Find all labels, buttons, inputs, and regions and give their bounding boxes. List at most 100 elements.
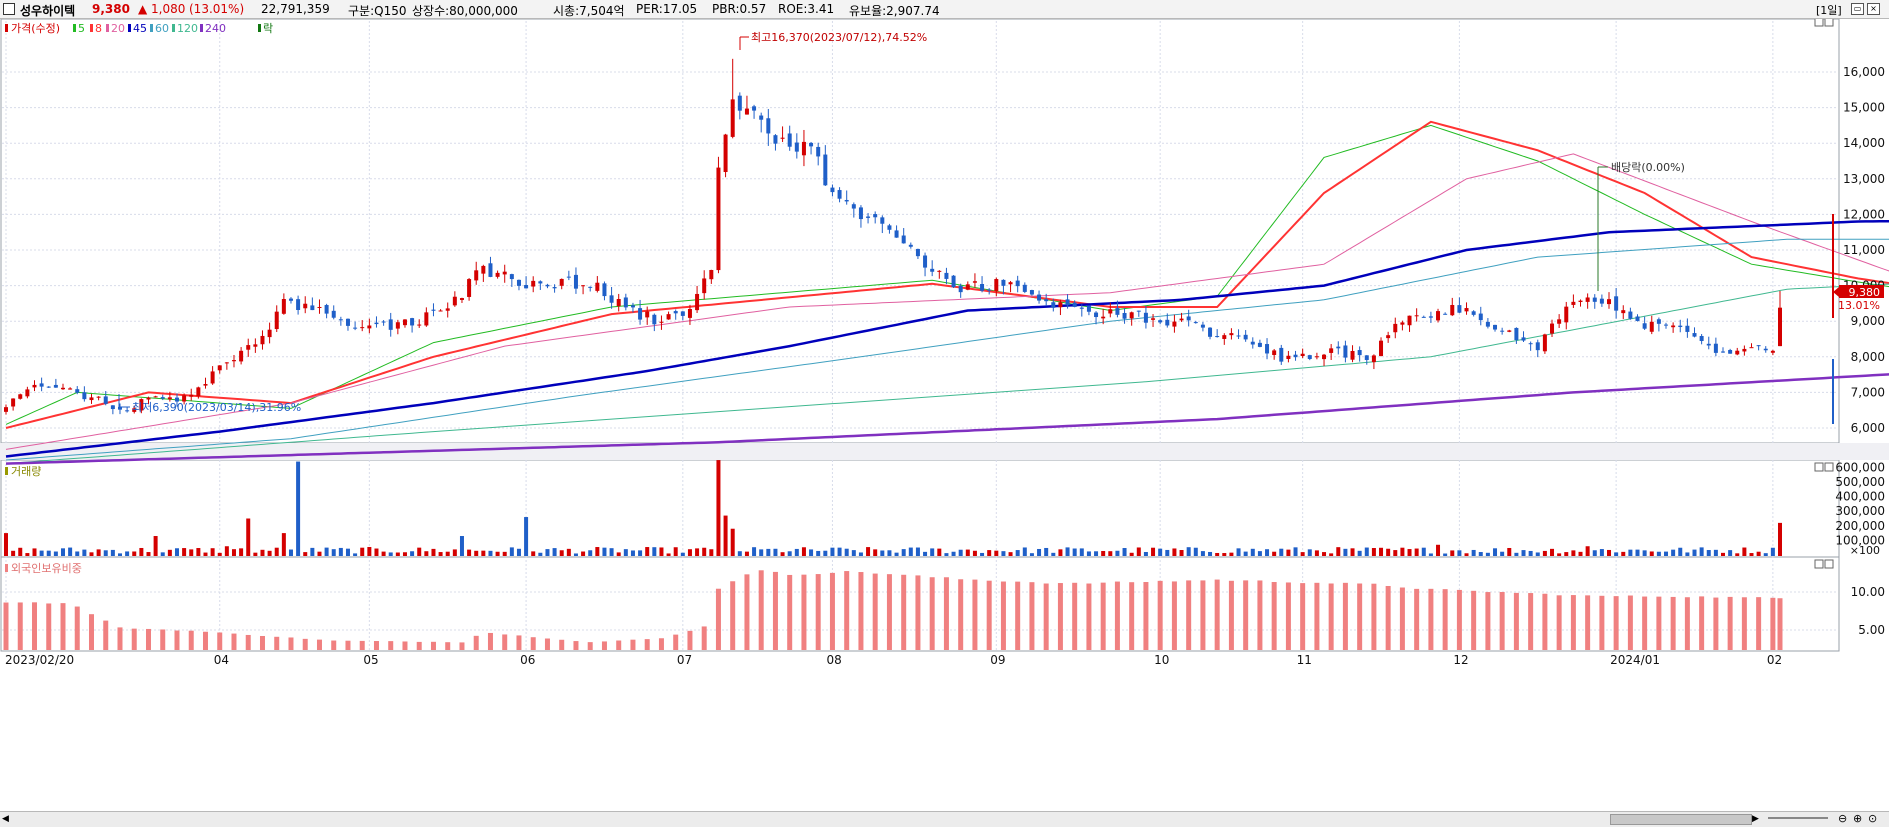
volume-bar xyxy=(1756,551,1761,556)
volume-panel-controls[interactable] xyxy=(1814,462,1834,472)
volume-bar xyxy=(1037,548,1042,556)
candle-body xyxy=(1443,313,1448,315)
volume-bar xyxy=(1158,548,1163,556)
foreign-bar xyxy=(1528,593,1534,650)
candle-body xyxy=(1051,302,1056,308)
candle-body xyxy=(410,318,415,326)
volume-bar xyxy=(1628,549,1633,556)
stock-name[interactable]: 성우하이텍 xyxy=(20,4,76,18)
volume-bar xyxy=(1222,553,1227,556)
select-checkbox[interactable] xyxy=(3,3,15,15)
price-panel-controls[interactable] xyxy=(1814,19,1834,27)
volume-bar xyxy=(1094,551,1099,556)
candle-body xyxy=(1151,318,1156,320)
candle-body xyxy=(1008,282,1013,285)
volume-bar xyxy=(524,517,529,556)
stock-chart[interactable]: 6,0007,0008,0009,00010,00011,00012,00013… xyxy=(0,19,1889,810)
candle-body xyxy=(395,322,400,329)
x-tick-label: 10 xyxy=(1154,653,1169,667)
volume-bar xyxy=(260,549,265,556)
line-ma60 xyxy=(5,238,1889,461)
candle-body xyxy=(1635,316,1640,321)
candle-body xyxy=(566,276,571,278)
foreign-bar xyxy=(445,642,451,650)
candle-body xyxy=(1692,333,1697,337)
candle-body xyxy=(1165,319,1170,326)
foreign-bar xyxy=(1570,595,1576,650)
volume-bar xyxy=(1250,548,1255,556)
price-legend: 가격(수정) 5 8 20 45 60 120 240 락 xyxy=(5,22,273,35)
foreign-bar xyxy=(373,641,379,650)
candle-body xyxy=(1592,297,1597,302)
volume-bar xyxy=(1350,548,1355,556)
zoom-reset-icon[interactable]: ⊙ xyxy=(1868,812,1878,825)
volume-bar xyxy=(39,550,44,556)
volume-bar xyxy=(1671,549,1676,556)
candle-body xyxy=(1607,299,1612,305)
volume-bar xyxy=(46,550,51,556)
candle-body xyxy=(110,405,115,410)
volume-bar xyxy=(951,551,956,556)
volume-bar xyxy=(1428,553,1433,556)
volume-bar xyxy=(666,553,671,556)
candle-body xyxy=(1628,311,1633,319)
zoom-slider[interactable] xyxy=(1768,817,1828,819)
volume-bar xyxy=(1607,549,1612,556)
foreign-bar xyxy=(1414,588,1420,650)
foreign-bar xyxy=(430,641,436,650)
zoom-in-icon[interactable]: ⊕ xyxy=(1853,812,1863,825)
candle-body xyxy=(1699,336,1704,342)
foreign-bar xyxy=(986,580,992,650)
candle-body xyxy=(1272,350,1277,355)
volume-bar xyxy=(851,550,856,556)
candle-body xyxy=(310,305,315,311)
price-change-pct: (13.01%) xyxy=(189,2,245,16)
volume-bar xyxy=(944,553,949,556)
candle-body xyxy=(402,319,407,326)
candle-body xyxy=(673,311,678,314)
volume-bar xyxy=(438,552,443,556)
candle-body xyxy=(1478,313,1483,321)
candle-body xyxy=(146,397,151,400)
foreign-bar xyxy=(1143,582,1149,650)
candle-body xyxy=(1079,307,1084,309)
volume-bar xyxy=(459,536,464,556)
candle-body xyxy=(1756,345,1761,347)
volume-bar xyxy=(1436,544,1441,556)
candle-body xyxy=(1685,325,1690,332)
candle-body xyxy=(82,392,87,400)
volume-bar xyxy=(1664,551,1669,556)
candle-body xyxy=(231,360,236,362)
volume-bar xyxy=(1379,547,1384,556)
foreign-bar xyxy=(1456,589,1462,650)
candle-body xyxy=(1471,311,1476,315)
period-button[interactable]: [1일] xyxy=(1816,4,1842,17)
candle-body xyxy=(1371,355,1376,363)
volume-bar xyxy=(82,549,87,556)
restore-icon[interactable]: ▭ xyxy=(1851,3,1864,15)
foreign-bar xyxy=(274,636,280,650)
zoom-out-icon[interactable]: ⊖ xyxy=(1838,812,1848,825)
line-ma120 xyxy=(5,283,1889,465)
candle-body xyxy=(303,303,308,309)
volume-bar xyxy=(844,548,849,556)
candle-body xyxy=(1236,335,1241,337)
scroll-left-icon[interactable]: ◀ xyxy=(2,814,9,824)
foreign-bar xyxy=(502,634,508,650)
candle-body xyxy=(901,235,906,244)
scroll-bar[interactable]: ◀ ▶ ⊖ ⊕ ⊙ xyxy=(0,811,1889,827)
foreign-panel-controls[interactable] xyxy=(1814,559,1834,569)
candle-body xyxy=(616,298,621,307)
candle-body xyxy=(1101,316,1106,319)
foreign-bar xyxy=(1713,597,1719,650)
x-tick-label: 04 xyxy=(214,653,229,667)
high-label: 최고16,370(2023/07/12),74.52% xyxy=(751,31,927,44)
legend-ma5: 5 xyxy=(78,22,85,35)
foreign-bar xyxy=(245,634,251,650)
close-icon[interactable]: × xyxy=(1867,3,1880,15)
scroll-right-icon[interactable]: ▶ xyxy=(1752,814,1759,824)
scroll-thumb[interactable] xyxy=(1610,814,1752,825)
volume-panel-title: 거래량 xyxy=(11,465,41,478)
candle-body xyxy=(331,310,336,318)
candle-body xyxy=(60,387,65,390)
